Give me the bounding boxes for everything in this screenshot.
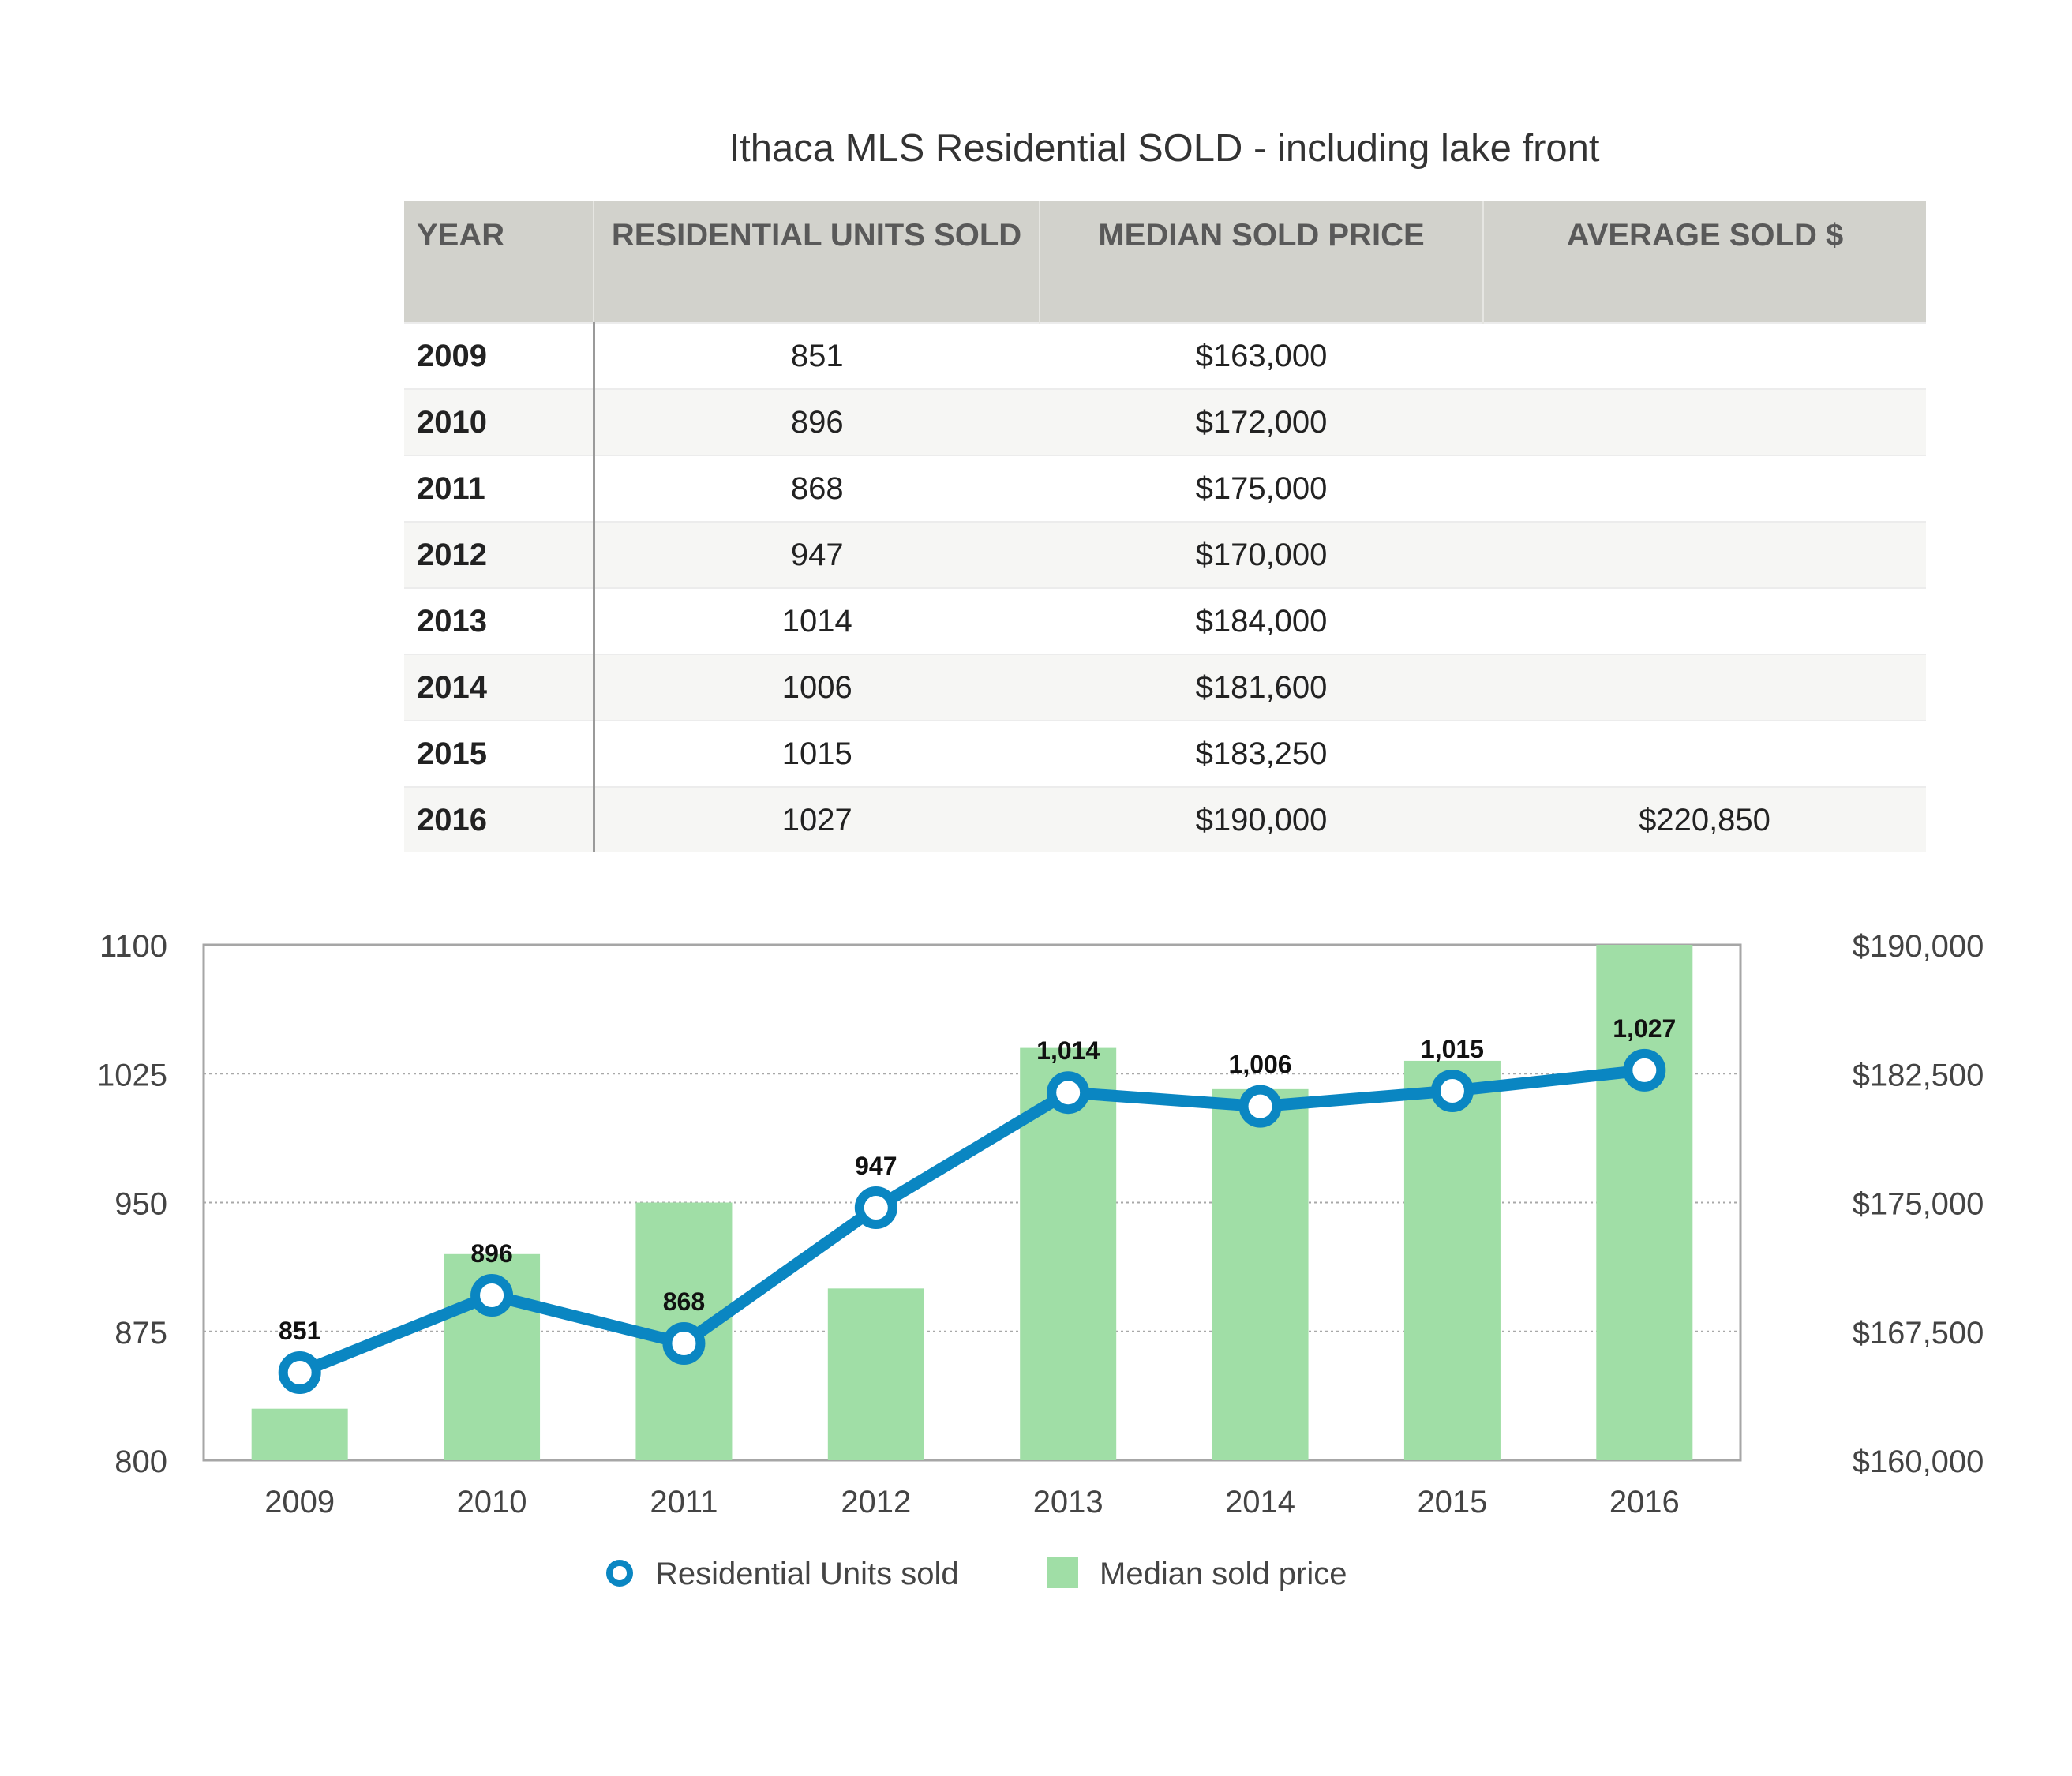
y-left-tick-label: 1025 — [97, 1058, 167, 1092]
units-point — [1623, 1048, 1666, 1092]
x-tick-label: 2015 — [1417, 1485, 1487, 1519]
cell-average: $220,850 — [1483, 786, 1926, 852]
cell-year: 2016 — [404, 786, 595, 852]
units-point — [1238, 1085, 1282, 1128]
x-tick-label: 2009 — [264, 1485, 335, 1519]
legend-label-price: Median sold price — [1100, 1557, 1347, 1591]
cell-units: 1027 — [594, 786, 1040, 852]
cell-units: 1006 — [594, 654, 1040, 721]
legend-line-marker — [606, 1560, 633, 1587]
units-point — [470, 1274, 514, 1317]
table-title: Ithaca MLS Residential SOLD - including … — [729, 127, 1600, 170]
combo-chart: 800 $160,000 875 $167,500 950 $175,000 1025 $18… — [97, 929, 1984, 1591]
cell-median: $184,000 — [1040, 587, 1483, 654]
bar — [827, 1288, 924, 1460]
line-value-label: 896 — [470, 1239, 512, 1268]
cell-median: $172,000 — [1040, 388, 1483, 455]
line-value-label: 1,027 — [1613, 1014, 1676, 1043]
cell-year: 2013 — [404, 587, 595, 654]
table-row: 2016 1027 $190,000 $220,850 — [404, 786, 1926, 852]
cell-year: 2012 — [404, 521, 595, 588]
units-point — [278, 1351, 321, 1394]
cell-median: $170,000 — [1040, 521, 1483, 588]
cell-year: 2015 — [404, 720, 595, 787]
cell-median: $181,600 — [1040, 654, 1483, 721]
cell-average — [1483, 388, 1926, 455]
header-median: MEDIAN SOLD PRICE — [1039, 201, 1483, 323]
table-row: 2009 851 $163,000 — [404, 322, 1926, 389]
line-value-label: 947 — [855, 1152, 897, 1180]
cell-year: 2009 — [404, 322, 595, 389]
bar — [1212, 1088, 1309, 1460]
x-tick-label: 2011 — [650, 1485, 718, 1519]
y-right-tick-label: $182,500 — [1853, 1058, 1984, 1092]
y-right-tick-label: $175,000 — [1853, 1187, 1984, 1222]
units-point — [1430, 1070, 1474, 1113]
header-average: AVERAGE SOLD $ — [1482, 201, 1926, 323]
cell-year: 2010 — [404, 388, 595, 455]
cell-year: 2014 — [404, 654, 595, 721]
y-left-tick-label: 800 — [114, 1444, 167, 1479]
line-value-label: 1,015 — [1421, 1035, 1484, 1063]
cell-average — [1483, 587, 1926, 654]
cell-median: $183,250 — [1040, 720, 1483, 787]
units-point — [662, 1321, 706, 1365]
cell-year: 2011 — [404, 455, 595, 522]
line-value-label: 1,006 — [1229, 1051, 1292, 1079]
cell-average — [1483, 654, 1926, 721]
cell-median: $163,000 — [1040, 322, 1483, 389]
table-row: 2012 947 $170,000 — [404, 521, 1926, 588]
units-point — [1047, 1071, 1090, 1115]
y-right-tick-label: $190,000 — [1853, 929, 1984, 964]
cell-units: 1015 — [594, 720, 1040, 787]
x-tick-label: 2013 — [1033, 1485, 1103, 1519]
x-tick-label: 2010 — [457, 1485, 527, 1519]
cell-units: 896 — [594, 388, 1040, 455]
line-value-label: 1,014 — [1036, 1036, 1100, 1065]
table-header-row: YEAR RESIDENTIAL UNITS SOLD MEDIAN SOLD … — [404, 201, 1926, 323]
table-row: 2015 1015 $183,250 — [404, 720, 1926, 787]
sales-table: YEAR RESIDENTIAL UNITS SOLD MEDIAN SOLD … — [404, 201, 1926, 852]
table-row: 2014 1006 $181,600 — [404, 654, 1926, 721]
cell-units: 851 — [594, 322, 1040, 389]
units-point — [854, 1186, 897, 1230]
cell-median: $175,000 — [1040, 455, 1483, 522]
y-left-tick-label: 950 — [114, 1187, 167, 1222]
cell-average — [1483, 521, 1926, 588]
x-tick-label: 2014 — [1225, 1485, 1295, 1519]
header-year: YEAR — [404, 201, 594, 323]
x-tick-label: 2012 — [841, 1485, 911, 1519]
y-left-tick-label: 1100 — [99, 929, 167, 964]
cell-average — [1483, 720, 1926, 787]
table-row: 2011 868 $175,000 — [404, 455, 1926, 522]
cell-units: 1014 — [594, 587, 1040, 654]
bar — [251, 1408, 348, 1460]
cell-average — [1483, 322, 1926, 389]
table-row: 2010 896 $172,000 — [404, 388, 1926, 455]
legend-label-units: Residential Units sold — [655, 1557, 959, 1591]
table-row: 2013 1014 $184,000 — [404, 587, 1926, 654]
cell-units: 947 — [594, 521, 1040, 588]
y-right-tick-label: $167,500 — [1853, 1316, 1984, 1351]
header-units: RESIDENTIAL UNITS SOLD — [593, 201, 1040, 323]
cell-units: 868 — [594, 455, 1040, 522]
cell-average — [1483, 455, 1926, 522]
line-value-label: 868 — [663, 1287, 705, 1316]
cell-median: $190,000 — [1040, 786, 1483, 852]
bar — [1403, 1060, 1501, 1460]
bar — [1596, 945, 1693, 1460]
x-tick-label: 2016 — [1609, 1485, 1680, 1519]
units-line — [294, 1064, 1650, 1379]
y-left-tick-label: 875 — [114, 1316, 167, 1351]
legend-bar-swatch — [1047, 1557, 1078, 1588]
line-value-label: 851 — [279, 1317, 320, 1345]
y-right-tick-label: $160,000 — [1853, 1444, 1984, 1479]
